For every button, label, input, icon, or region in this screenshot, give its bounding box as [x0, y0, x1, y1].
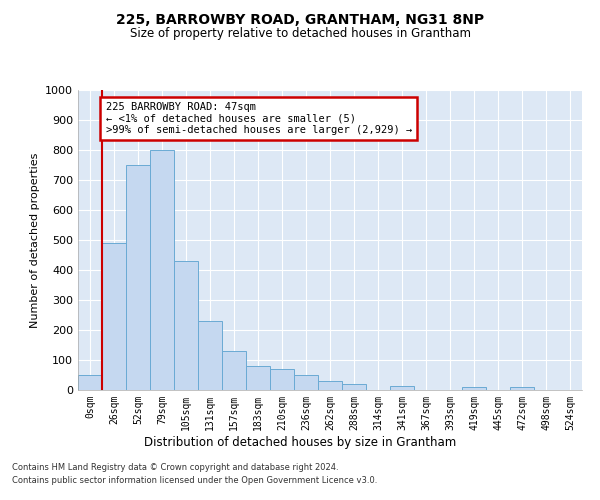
Text: Contains public sector information licensed under the Open Government Licence v3: Contains public sector information licen…	[12, 476, 377, 485]
Text: 225 BARROWBY ROAD: 47sqm
← <1% of detached houses are smaller (5)
>99% of semi-d: 225 BARROWBY ROAD: 47sqm ← <1% of detach…	[106, 102, 412, 135]
Bar	[198, 321, 222, 390]
Text: Distribution of detached houses by size in Grantham: Distribution of detached houses by size …	[144, 436, 456, 449]
Bar	[462, 387, 486, 390]
Bar	[510, 387, 534, 390]
Bar	[102, 243, 126, 390]
Y-axis label: Number of detached properties: Number of detached properties	[29, 152, 40, 328]
Bar	[246, 366, 270, 390]
Bar	[318, 381, 342, 390]
Bar	[222, 351, 246, 390]
Bar	[270, 369, 294, 390]
Bar	[342, 384, 366, 390]
Text: 225, BARROWBY ROAD, GRANTHAM, NG31 8NP: 225, BARROWBY ROAD, GRANTHAM, NG31 8NP	[116, 12, 484, 26]
Text: Contains HM Land Registry data © Crown copyright and database right 2024.: Contains HM Land Registry data © Crown c…	[12, 464, 338, 472]
Bar	[390, 386, 414, 390]
Bar	[174, 261, 198, 390]
Text: Size of property relative to detached houses in Grantham: Size of property relative to detached ho…	[130, 28, 470, 40]
Bar	[150, 150, 174, 390]
Bar	[294, 375, 318, 390]
Bar	[126, 165, 150, 390]
Bar	[78, 375, 102, 390]
